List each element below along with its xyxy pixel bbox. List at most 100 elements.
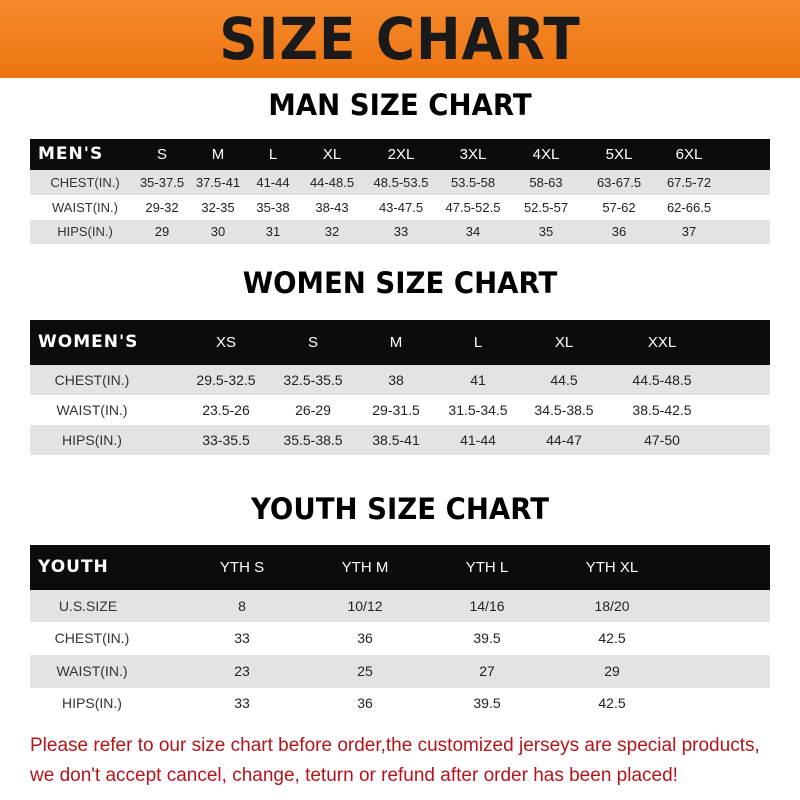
table-cell: 33 bbox=[393, 224, 409, 239]
table-cell: 33 bbox=[234, 695, 250, 711]
size-header: M bbox=[211, 146, 225, 163]
table-cell: 62-66.5 bbox=[666, 200, 712, 215]
table-cell: 25 bbox=[357, 663, 373, 679]
table-cell: 38.5-42.5 bbox=[632, 402, 692, 418]
table-cell: 26-29 bbox=[295, 402, 331, 418]
table-cell: 31.5-34.5 bbox=[448, 402, 508, 418]
size-header: XL bbox=[554, 334, 574, 351]
size-header: YTH XL bbox=[585, 559, 639, 576]
size-header: 5XL bbox=[605, 146, 633, 163]
size-header: YTH S bbox=[219, 559, 265, 576]
size-header: M bbox=[389, 334, 403, 351]
table-cell: 37.5-41 bbox=[195, 175, 241, 190]
men-size-table: MEN'S S M L XL 2XL 3XL 4XL 5XL 6XL CHEST(IN.) 35-37… bbox=[30, 139, 770, 244]
table-cell: 27 bbox=[479, 663, 495, 679]
table-row: CHEST(IN.) 29.5-32.5 32.5-35.5 38 41 44.5 44.5… bbox=[30, 365, 770, 395]
women-size-table: WOMEN'S XS S M L XL XXL CHEST(IN.) 29.5-32.5 32.5… bbox=[30, 320, 770, 455]
table-cell: 44.5-48.5 bbox=[632, 372, 692, 388]
notice-line-2: we don't accept cancel, change, teturn o… bbox=[30, 765, 678, 786]
row-label: WAIST(IN.) bbox=[56, 402, 128, 418]
row-label: CHEST(IN.) bbox=[54, 630, 130, 646]
table-cell: 41 bbox=[470, 372, 486, 388]
row-label: U.S.SIZE bbox=[58, 598, 118, 614]
header-label: MEN'S bbox=[38, 144, 104, 164]
table-row: HIPS(IN.) 29 30 31 32 33 34 35 36 37 bbox=[30, 220, 770, 244]
header-row: WOMEN'S XS S M L XL XXL bbox=[30, 320, 770, 365]
table-cell: 43-47.5 bbox=[378, 200, 424, 215]
table-row: WAIST(IN.) 23 25 27 29 bbox=[30, 655, 770, 688]
row-label: WAIST(IN.) bbox=[52, 200, 118, 215]
row-label: HIPS(IN.) bbox=[57, 224, 113, 239]
table-cell: 42.5 bbox=[598, 695, 626, 711]
table-cell: 23 bbox=[234, 663, 250, 679]
table-cell: 36 bbox=[357, 695, 373, 711]
table-cell: 36 bbox=[357, 630, 373, 646]
table-cell: 29-32 bbox=[145, 200, 179, 215]
table-cell: 53.5-58 bbox=[450, 175, 496, 190]
table-cell: 8 bbox=[238, 598, 246, 614]
table-cell: 39.5 bbox=[473, 630, 501, 646]
header-label: YOUTH bbox=[38, 557, 109, 577]
size-header: XXL bbox=[647, 334, 677, 351]
size-header: 4XL bbox=[532, 146, 560, 163]
row-label: CHEST(IN.) bbox=[54, 372, 130, 388]
table-cell: 30 bbox=[210, 224, 226, 239]
table-cell: 58-63 bbox=[529, 175, 563, 190]
row-label: CHEST(IN.) bbox=[50, 175, 120, 190]
header-row: YOUTH YTH S YTH M YTH L YTH XL bbox=[30, 545, 770, 590]
header-label: WOMEN'S bbox=[38, 332, 139, 352]
notice-line-1: Please refer to our size chart before or… bbox=[30, 735, 760, 756]
size-header: XS bbox=[215, 334, 237, 351]
table-cell: 63-67.5 bbox=[596, 175, 642, 190]
size-header: L bbox=[268, 146, 278, 163]
row-label: HIPS(IN.) bbox=[62, 432, 122, 448]
table-cell: 14/16 bbox=[469, 598, 505, 614]
youth-title: YOUTH SIZE CHART bbox=[250, 492, 550, 526]
size-header: YTH M bbox=[341, 559, 389, 576]
table-cell: 34 bbox=[465, 224, 481, 239]
table-cell: 37 bbox=[681, 224, 697, 239]
table-cell: 67.5-72 bbox=[666, 175, 712, 190]
table-cell: 44.5 bbox=[550, 372, 578, 388]
header-row: MEN'S S M L XL 2XL 3XL 4XL 5XL 6XL bbox=[30, 139, 770, 170]
row-label: WAIST(IN.) bbox=[56, 663, 128, 679]
table-cell: 32.5-35.5 bbox=[283, 372, 343, 388]
table-row: U.S.SIZE 8 10/12 14/16 18/20 bbox=[30, 590, 770, 622]
table-cell: 33-35.5 bbox=[202, 432, 250, 448]
table-cell: 41-44 bbox=[256, 175, 290, 190]
table-cell: 35-38 bbox=[256, 200, 290, 215]
table-cell: 29 bbox=[154, 224, 170, 239]
table-cell: 44-48.5 bbox=[309, 175, 355, 190]
banner: SIZE CHART bbox=[0, 0, 800, 78]
banner-title: SIZE CHART bbox=[219, 5, 581, 73]
table-cell: 31 bbox=[265, 224, 281, 239]
size-header: XL bbox=[322, 146, 342, 163]
table-row: WAIST(IN.) 23.5-26 26-29 29-31.5 31.5-34.5 34… bbox=[30, 395, 770, 425]
table-cell: 29-31.5 bbox=[372, 402, 420, 418]
table-cell: 47.5-52.5 bbox=[445, 200, 501, 215]
table-cell: 42.5 bbox=[598, 630, 626, 646]
table-row: CHEST(IN.) 33 36 39.5 42.5 bbox=[30, 622, 770, 655]
table-cell: 35-37.5 bbox=[139, 175, 185, 190]
size-header: S bbox=[156, 146, 168, 163]
table-cell: 47-50 bbox=[644, 432, 680, 448]
table-cell: 29 bbox=[604, 663, 620, 679]
table-cell: 44-47 bbox=[546, 432, 582, 448]
table-cell: 39.5 bbox=[473, 695, 501, 711]
table-cell: 34.5-38.5 bbox=[534, 402, 594, 418]
youth-size-table: YOUTH YTH S YTH M YTH L YTH XL U.S.SIZE 8 10/12… bbox=[30, 545, 770, 718]
men-title: MAN SIZE CHART bbox=[268, 88, 532, 122]
table-row: HIPS(IN.) 33-35.5 35.5-38.5 38.5-41 41-44 44-… bbox=[30, 425, 770, 455]
table-cell: 35 bbox=[538, 224, 554, 239]
size-header: 2XL bbox=[387, 146, 415, 163]
size-header: 3XL bbox=[459, 146, 487, 163]
size-header: S bbox=[307, 334, 319, 351]
table-cell: 33 bbox=[234, 630, 250, 646]
table-cell: 38-43 bbox=[315, 200, 349, 215]
size-header: L bbox=[473, 334, 483, 351]
table-cell: 38 bbox=[388, 372, 404, 388]
size-header: 6XL bbox=[675, 146, 703, 163]
table-cell: 10/12 bbox=[347, 598, 383, 614]
table-cell: 48.5-53.5 bbox=[373, 175, 429, 190]
table-row: CHEST(IN.) 35-37.5 37.5-41 41-44 44-48.5 48.5… bbox=[30, 170, 770, 195]
